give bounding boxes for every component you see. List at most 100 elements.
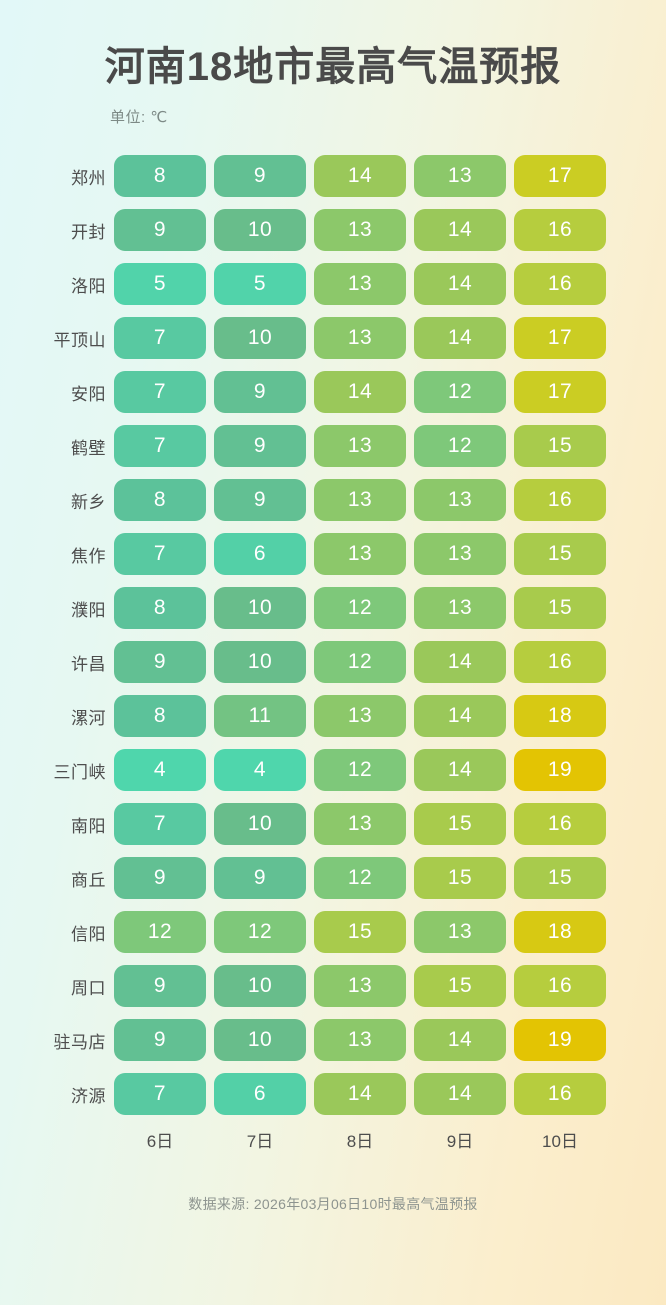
temperature-cell: 10: [214, 641, 306, 683]
table-row: 开封 9 10 13 14 16: [8, 203, 666, 257]
temperature-cell: 14: [414, 695, 506, 737]
temperature-cell: 7: [114, 803, 206, 845]
city-label: 三门峡: [53, 762, 106, 782]
temperature-cell: 14: [414, 317, 506, 359]
axis-spacer: [8, 1127, 106, 1152]
row-cells: 7 6 14 14 16: [106, 1073, 606, 1115]
city-label: 漯河: [71, 708, 106, 728]
temperature-cell: 12: [314, 587, 406, 629]
temperature-cell: 9: [114, 965, 206, 1007]
city-label: 濮阳: [71, 600, 106, 620]
city-label: 许昌: [71, 654, 106, 674]
row-cells: 9 10 13 14 16: [106, 209, 606, 251]
temperature-cell: 13: [314, 533, 406, 575]
table-row: 安阳 7 9 14 12 17: [8, 365, 666, 419]
temperature-cell: 16: [514, 1073, 606, 1115]
temperature-cell: 19: [514, 1019, 606, 1061]
day-column-label: 6日: [146, 1132, 174, 1151]
row-cells: 7 9 13 12 15: [106, 425, 606, 467]
temperature-cell: 12: [314, 857, 406, 899]
temperature-cell: 15: [414, 803, 506, 845]
city-label: 信阳: [71, 924, 106, 944]
temperature-cell: 15: [314, 911, 406, 953]
temperature-cell: 7: [114, 1073, 206, 1115]
row-cells: 4 4 12 14 19: [106, 749, 606, 791]
table-row: 济源 7 6 14 14 16: [8, 1067, 666, 1121]
city-label: 济源: [71, 1086, 106, 1106]
temperature-cell: 9: [214, 155, 306, 197]
city-label: 开封: [71, 222, 106, 242]
table-row: 许昌 9 10 12 14 16: [8, 635, 666, 689]
temperature-cell: 6: [214, 1073, 306, 1115]
table-row: 焦作 7 6 13 13 15: [8, 527, 666, 581]
temperature-cell: 16: [514, 479, 606, 521]
temperature-cell: 15: [514, 587, 606, 629]
city-label: 商丘: [71, 870, 106, 890]
temperature-cell: 10: [214, 965, 306, 1007]
table-row: 周口 9 10 13 15 16: [8, 959, 666, 1013]
day-column-label: 7日: [246, 1132, 274, 1151]
temperature-cell: 7: [114, 425, 206, 467]
temperature-cell: 13: [414, 479, 506, 521]
temperature-cell: 14: [314, 155, 406, 197]
temperature-cell: 9: [214, 479, 306, 521]
temperature-cell: 14: [414, 641, 506, 683]
temperature-cell: 18: [514, 695, 606, 737]
row-cells: 8 9 13 13 16: [106, 479, 606, 521]
temperature-cell: 9: [214, 425, 306, 467]
row-cells: 7 10 13 15 16: [106, 803, 606, 845]
city-label: 安阳: [71, 384, 106, 404]
row-cells: 5 5 13 14 16: [106, 263, 606, 305]
temperature-cell: 9: [114, 209, 206, 251]
temperature-cell: 9: [114, 641, 206, 683]
table-row: 郑州 8 9 14 13 17: [8, 149, 666, 203]
temperature-cell: 13: [314, 317, 406, 359]
page-title: 河南18地市最高气温预报: [104, 45, 562, 89]
table-row: 南阳 7 10 13 15 16: [8, 797, 666, 851]
row-cells: 12 12 15 13 18: [106, 911, 606, 953]
city-label: 南阳: [71, 816, 106, 836]
city-label: 鹤壁: [71, 438, 106, 458]
city-label: 周口: [71, 978, 106, 998]
temperature-cell: 12: [214, 911, 306, 953]
table-row: 洛阳 5 5 13 14 16: [8, 257, 666, 311]
table-row: 新乡 8 9 13 13 16: [8, 473, 666, 527]
table-row: 漯河 8 11 13 14 18: [8, 689, 666, 743]
temperature-cell: 12: [114, 911, 206, 953]
temperature-cell: 9: [214, 857, 306, 899]
row-cells: 7 6 13 13 15: [106, 533, 606, 575]
table-row: 三门峡 4 4 12 14 19: [8, 743, 666, 797]
temperature-cell: 13: [414, 911, 506, 953]
table-row: 驻马店 9 10 13 14 19: [8, 1013, 666, 1067]
temperature-heatmap-table: 郑州 8 9 14 13 17 开封 9 10 13 14 16 洛阳 5 5 13 14 16 平顶山 7 10 13 1…: [0, 149, 666, 1121]
temperature-cell: 13: [314, 479, 406, 521]
day-column-label: 10日: [542, 1132, 578, 1151]
temperature-cell: 17: [514, 155, 606, 197]
temperature-cell: 14: [414, 1073, 506, 1115]
city-label: 驻马店: [53, 1032, 106, 1052]
city-label: 焦作: [71, 546, 106, 566]
temperature-cell: 15: [414, 965, 506, 1007]
temperature-cell: 15: [514, 425, 606, 467]
city-label: 平顶山: [53, 330, 106, 350]
temperature-cell: 16: [514, 803, 606, 845]
temperature-cell: 17: [514, 371, 606, 413]
temperature-cell: 13: [314, 1019, 406, 1061]
row-cells: 7 10 13 14 17: [106, 317, 606, 359]
row-cells: 9 10 13 14 19: [106, 1019, 606, 1061]
temperature-cell: 5: [214, 263, 306, 305]
temperature-cell: 13: [314, 803, 406, 845]
temperature-cell: 13: [314, 209, 406, 251]
day-axis: 6日 7日 8日 9日 10日: [0, 1127, 666, 1152]
temperature-cell: 12: [314, 749, 406, 791]
temperature-cell: 7: [114, 371, 206, 413]
temperature-cell: 14: [414, 749, 506, 791]
temperature-cell: 7: [114, 317, 206, 359]
day-column-label: 9日: [446, 1132, 474, 1151]
temperature-cell: 16: [514, 209, 606, 251]
temperature-cell: 13: [314, 965, 406, 1007]
table-row: 平顶山 7 10 13 14 17: [8, 311, 666, 365]
unit-label: 单位: ℃: [110, 109, 168, 126]
row-cells: 9 10 12 14 16: [106, 641, 606, 683]
